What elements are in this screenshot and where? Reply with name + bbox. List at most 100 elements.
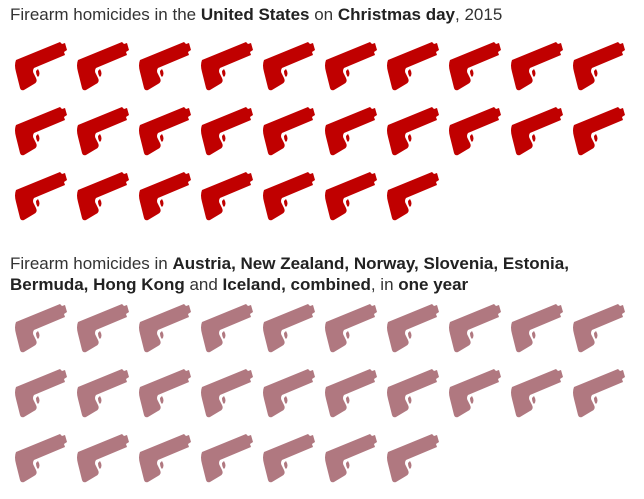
pistol-shape <box>325 369 377 418</box>
pistol-icon <box>134 365 194 419</box>
pistol-icon <box>382 430 442 484</box>
title-part: Firearm homicides in <box>10 254 173 273</box>
pistol-shape <box>325 42 377 91</box>
pistol-icon <box>10 300 70 354</box>
pistol-shape <box>201 434 253 483</box>
pistol-icon <box>10 103 70 157</box>
title-part: Iceland, combined <box>222 275 371 294</box>
title-part: one year <box>398 275 469 294</box>
title-part: Austria, New Zealand, Norway, Slovenia, … <box>10 254 569 294</box>
pistol-shape <box>449 369 501 418</box>
pistol-icon <box>444 38 504 92</box>
pistol-shape <box>511 107 563 156</box>
pistol-icon <box>258 103 318 157</box>
pistol-icon <box>258 168 318 222</box>
pistol-icon <box>134 430 194 484</box>
pistol-shape <box>387 304 439 353</box>
pistol-shape <box>201 304 253 353</box>
pistol-icon <box>568 38 628 92</box>
pistol-shape <box>573 107 625 156</box>
pistol-shape <box>449 107 501 156</box>
pistol-icon <box>134 300 194 354</box>
pistol-shape <box>387 434 439 483</box>
pistol-icon <box>568 365 628 419</box>
pistol-shape <box>325 304 377 353</box>
pistol-shape <box>15 42 67 91</box>
pistol-icon <box>134 168 194 222</box>
pistol-icon <box>444 103 504 157</box>
pistol-shape <box>511 304 563 353</box>
pistol-shape <box>387 42 439 91</box>
pistol-icon <box>320 365 380 419</box>
pistol-shape <box>573 304 625 353</box>
pistol-icon <box>444 365 504 419</box>
pistol-shape <box>511 42 563 91</box>
title-part: United States <box>200 5 310 24</box>
pistol-shape <box>77 107 129 156</box>
pistol-icon <box>506 38 566 92</box>
pistol-shape <box>325 434 377 483</box>
pistol-shape <box>139 42 191 91</box>
title-part: Christmas day <box>337 5 456 24</box>
pistol-shape <box>573 42 625 91</box>
pistol-icon <box>382 300 442 354</box>
pistol-shape <box>325 172 377 221</box>
pistol-shape <box>325 107 377 156</box>
pistol-icon <box>568 300 628 354</box>
pistol-shape <box>139 172 191 221</box>
pistol-icon <box>134 38 194 92</box>
pistol-shape <box>263 369 315 418</box>
pistol-shape <box>77 369 129 418</box>
pistol-shape <box>387 107 439 156</box>
pistol-shape <box>573 369 625 418</box>
pistol-shape <box>449 304 501 353</box>
pistol-icon <box>506 300 566 354</box>
pistol-shape <box>263 107 315 156</box>
pistol-icon <box>196 300 256 354</box>
pistol-icon <box>72 430 132 484</box>
pistol-shape <box>201 42 253 91</box>
pistol-icon <box>444 300 504 354</box>
pistol-shape <box>15 369 67 418</box>
pistol-shape <box>201 172 253 221</box>
pistol-icon <box>506 103 566 157</box>
pistol-icon <box>382 168 442 222</box>
pistol-icon <box>320 38 380 92</box>
pistol-icon <box>258 38 318 92</box>
pistol-shape <box>77 304 129 353</box>
pistol-icon <box>258 430 318 484</box>
pistol-shape <box>263 42 315 91</box>
pistol-shape <box>77 42 129 91</box>
title-part: , 2015 <box>455 5 503 24</box>
pistol-shape <box>201 107 253 156</box>
pistol-icon <box>10 38 70 92</box>
pistol-shape <box>201 369 253 418</box>
pistol-shape <box>263 304 315 353</box>
pistol-shape <box>15 434 67 483</box>
pistol-icon <box>10 430 70 484</box>
pistol-shape <box>139 107 191 156</box>
pistol-shape <box>77 172 129 221</box>
pistol-icon <box>196 365 256 419</box>
pistol-shape <box>139 369 191 418</box>
pistol-shape <box>449 42 501 91</box>
pistol-shape <box>263 172 315 221</box>
pistol-shape <box>15 107 67 156</box>
pistol-shape <box>139 304 191 353</box>
pistol-icon <box>196 168 256 222</box>
pistol-icon <box>258 365 318 419</box>
pistol-icon <box>196 38 256 92</box>
pistol-icon <box>382 103 442 157</box>
pistol-shape <box>387 369 439 418</box>
pistol-icon <box>134 103 194 157</box>
pistol-icon <box>10 168 70 222</box>
pistol-shape <box>263 434 315 483</box>
title-part: on <box>309 5 338 24</box>
pistol-shape <box>387 172 439 221</box>
pistol-icon <box>196 103 256 157</box>
pistol-shape <box>511 369 563 418</box>
pistol-icon <box>196 430 256 484</box>
pistol-shape <box>15 304 67 353</box>
pistol-shape <box>77 434 129 483</box>
pistol-icon <box>72 103 132 157</box>
